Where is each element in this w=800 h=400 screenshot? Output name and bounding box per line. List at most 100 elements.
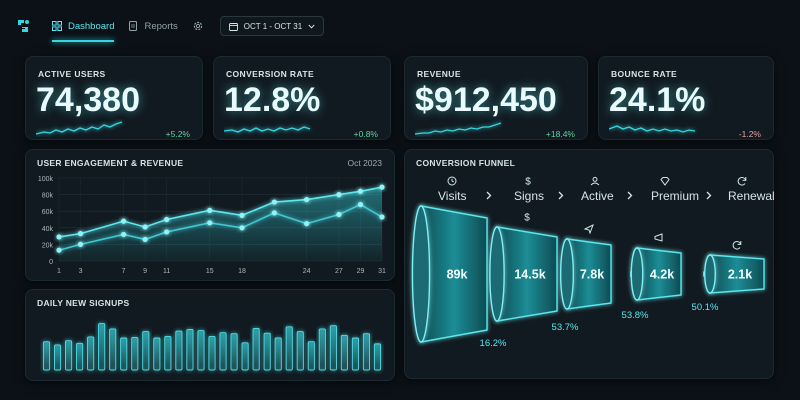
bar bbox=[42, 341, 51, 371]
sparkline bbox=[609, 125, 696, 133]
bar bbox=[197, 330, 205, 371]
date-range-picker[interactable]: OCT 1 - OCT 31 bbox=[219, 16, 325, 36]
funnel-stage-header: Active bbox=[581, 176, 633, 203]
document-icon bbox=[129, 21, 138, 31]
data-point bbox=[56, 234, 62, 240]
refresh-icon bbox=[737, 176, 747, 186]
bar bbox=[142, 331, 150, 371]
kpi-label: CONVERSION RATE bbox=[226, 69, 315, 79]
data-point bbox=[357, 188, 364, 194]
panel-title: DAILY NEW SIGNUPS bbox=[37, 298, 130, 308]
refresh-icon bbox=[732, 240, 742, 250]
kpi-delta: +18.4% bbox=[545, 129, 575, 139]
bar bbox=[208, 335, 216, 371]
panel-period: Oct 2023 bbox=[347, 158, 383, 168]
funnel-rim bbox=[704, 254, 716, 294]
funnel-conversion-rate: 50.1% bbox=[692, 302, 719, 313]
funnel-conversion-rate: 16.2% bbox=[480, 338, 507, 349]
funnel-rim bbox=[559, 238, 575, 310]
data-point bbox=[304, 196, 310, 203]
funnel-stage-label: Visits bbox=[438, 189, 466, 203]
bar bbox=[230, 333, 238, 371]
funnel-stage-header: Premium bbox=[651, 177, 712, 203]
bar bbox=[219, 332, 227, 371]
bar bbox=[76, 342, 84, 371]
funnel-segment: 14.5k $ bbox=[489, 213, 564, 322]
chevron-down-icon bbox=[308, 24, 315, 29]
kpi-delta: -1.2% bbox=[738, 129, 761, 139]
x-tick-label: 3 bbox=[79, 268, 83, 275]
data-point bbox=[304, 221, 310, 227]
chevron-right-icon bbox=[706, 191, 712, 200]
signups-bar-chart bbox=[42, 323, 382, 371]
series-line bbox=[58, 186, 383, 238]
top-nav: Dashboard Reports OCT 1 - OCT 31 bbox=[0, 0, 800, 52]
y-tick-label: 0 bbox=[49, 259, 53, 266]
bar bbox=[373, 343, 382, 371]
user-icon bbox=[590, 176, 600, 186]
funnel-stage-label: Renewal bbox=[728, 189, 775, 203]
funnel-value: 89k bbox=[447, 268, 468, 282]
y-tick-label: 20k bbox=[42, 242, 54, 249]
data-point bbox=[379, 214, 385, 220]
funnel-stage-label: Active bbox=[581, 189, 614, 203]
tab-dashboard[interactable]: Dashboard bbox=[52, 0, 115, 52]
bar bbox=[351, 337, 359, 371]
panel-title: CONVERSION FUNNEL bbox=[416, 158, 516, 168]
funnel-stage-header: Renewal bbox=[728, 176, 775, 203]
conversion-funnel-panel: CONVERSION FUNNEL Visits $ Signs Active Prem… bbox=[404, 149, 775, 379]
bar bbox=[252, 327, 260, 371]
funnel-stage-header: $Signs bbox=[514, 177, 564, 203]
dollar-icon: $ bbox=[524, 213, 530, 224]
funnel-value: 2.1k bbox=[728, 268, 752, 282]
funnel-rim bbox=[630, 247, 644, 301]
funnel-conversion-rate: 53.8% bbox=[622, 310, 649, 321]
diamond-icon bbox=[660, 177, 670, 186]
engagement-chart-panel: USER ENGAGEMENT & REVENUE Oct 2023 0 20k 4… bbox=[25, 149, 395, 281]
data-point bbox=[207, 207, 213, 213]
funnel-conversion-rate: 53.7% bbox=[552, 322, 579, 333]
data-point bbox=[379, 184, 385, 190]
bar bbox=[274, 337, 282, 371]
send-icon bbox=[583, 223, 594, 235]
svg-text:$: $ bbox=[525, 177, 531, 188]
funnel-stage-header: Visits bbox=[438, 176, 492, 203]
data-point bbox=[121, 231, 127, 238]
tab-reports-label: Reports bbox=[144, 20, 178, 32]
gear-icon[interactable] bbox=[192, 20, 204, 32]
bar bbox=[263, 332, 271, 371]
x-tick-label: 7 bbox=[122, 268, 126, 275]
y-tick-label: 80k bbox=[42, 193, 54, 200]
data-point bbox=[336, 211, 342, 218]
kpi-value: 24.1% bbox=[609, 81, 706, 119]
x-tick-label: 31 bbox=[378, 268, 386, 275]
bar bbox=[340, 334, 348, 371]
y-tick-label: 100k bbox=[38, 176, 54, 183]
tab-reports[interactable]: Reports bbox=[128, 0, 178, 52]
kpi-label: ACTIVE USERS bbox=[38, 69, 106, 79]
kpi-value: $912,450 bbox=[415, 81, 557, 119]
funnel-stage-label: Premium bbox=[651, 189, 699, 203]
bar bbox=[153, 337, 161, 371]
data-point bbox=[239, 225, 245, 231]
data-point bbox=[239, 212, 245, 218]
bar bbox=[109, 328, 117, 371]
bar bbox=[362, 333, 370, 371]
kpi-card-conversion-rate: CONVERSION RATE 12.8% +0.8% bbox=[213, 56, 391, 140]
kpi-card-active-users: ACTIVE USERS 74,380 +5.2% bbox=[25, 56, 203, 140]
chevron-right-icon bbox=[558, 191, 564, 200]
sparkline bbox=[415, 122, 502, 135]
kpi-card-revenue: REVENUE $912,450 +18.4% bbox=[404, 56, 588, 140]
kpi-value: 12.8% bbox=[224, 81, 321, 119]
funnel-stage-label: Signs bbox=[514, 189, 544, 203]
kpi-delta: +0.8% bbox=[353, 129, 378, 139]
x-tick-label: 24 bbox=[303, 268, 311, 275]
x-tick-label: 9 bbox=[143, 268, 147, 275]
data-point bbox=[271, 199, 277, 205]
funnel-value: 14.5k bbox=[514, 268, 545, 282]
bar bbox=[65, 340, 73, 371]
chevron-right-icon bbox=[627, 191, 633, 200]
data-point bbox=[142, 236, 148, 243]
data-point bbox=[77, 231, 84, 237]
funnel-segment: 89k bbox=[411, 205, 494, 343]
